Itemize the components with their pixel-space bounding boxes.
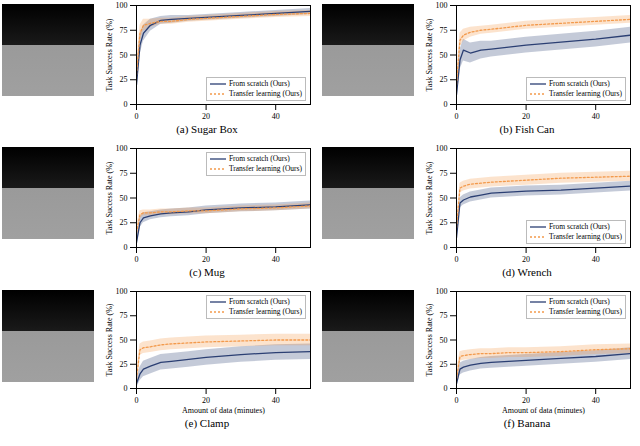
svg-text:25: 25 bbox=[120, 360, 128, 369]
svg-text:40: 40 bbox=[592, 112, 600, 121]
svg-text:Task Success Rate (%): Task Success Rate (%) bbox=[105, 161, 114, 234]
svg-text:40: 40 bbox=[592, 396, 600, 405]
html-text:(d) Wrench: (d) Wrench bbox=[502, 266, 552, 278]
svg-text:0: 0 bbox=[124, 384, 128, 393]
svg-text:Task Success Rate (%): Task Success Rate (%) bbox=[425, 161, 434, 234]
svg-text:50: 50 bbox=[120, 194, 128, 203]
svg-text:0: 0 bbox=[135, 112, 139, 121]
svg-text:25: 25 bbox=[440, 75, 448, 84]
svg-text:20: 20 bbox=[522, 112, 530, 121]
svg-text:50: 50 bbox=[120, 336, 128, 345]
html-text:(b) Fish Can: (b) Fish Can bbox=[499, 123, 555, 135]
html-text:(c) Mug: (c) Mug bbox=[189, 266, 225, 278]
svg-text:Task Success Rate (%): Task Success Rate (%) bbox=[105, 303, 114, 376]
svg-text:50: 50 bbox=[120, 51, 128, 60]
svg-text:Amount of data (minutes): Amount of data (minutes) bbox=[182, 406, 265, 415]
svg-text:75: 75 bbox=[120, 169, 128, 178]
svg-text:0: 0 bbox=[455, 255, 459, 264]
html-text:From scratch (Ours): From scratch (Ours) bbox=[229, 79, 290, 88]
html-text:(a) Sugar Box: (a) Sugar Box bbox=[176, 123, 238, 135]
svg-text:Task Success Rate (%): Task Success Rate (%) bbox=[425, 18, 434, 91]
svg-text:40: 40 bbox=[272, 112, 280, 121]
svg-text:0: 0 bbox=[455, 396, 459, 405]
svg-text:100: 100 bbox=[436, 287, 448, 296]
html-text:Transfer learning (Ours): Transfer learning (Ours) bbox=[549, 307, 622, 316]
svg-text:75: 75 bbox=[440, 26, 448, 35]
svg-text:75: 75 bbox=[120, 26, 128, 35]
svg-text:Amount of data (minutes): Amount of data (minutes) bbox=[502, 406, 585, 415]
svg-text:20: 20 bbox=[522, 396, 530, 405]
html-text:From scratch (Ours): From scratch (Ours) bbox=[549, 297, 610, 306]
svg-text:25: 25 bbox=[120, 218, 128, 227]
svg-text:100: 100 bbox=[116, 1, 128, 10]
svg-text:75: 75 bbox=[120, 311, 128, 320]
svg-text:20: 20 bbox=[522, 255, 530, 264]
html-text:Transfer learning (Ours): Transfer learning (Ours) bbox=[229, 307, 302, 316]
svg-text:100: 100 bbox=[116, 287, 128, 296]
svg-text:0: 0 bbox=[124, 243, 128, 252]
html-text:From scratch (Ours): From scratch (Ours) bbox=[549, 79, 610, 88]
svg-text:0: 0 bbox=[135, 255, 139, 264]
html-text:From scratch (Ours): From scratch (Ours) bbox=[229, 297, 290, 306]
html-text:(f) Banana: (f) Banana bbox=[503, 417, 551, 429]
html-text:Transfer learning (Ours): Transfer learning (Ours) bbox=[549, 89, 622, 98]
svg-text:50: 50 bbox=[440, 194, 448, 203]
svg-text:0: 0 bbox=[444, 384, 448, 393]
svg-text:20: 20 bbox=[202, 112, 210, 121]
svg-text:100: 100 bbox=[436, 1, 448, 10]
html-text:Transfer learning (Ours): Transfer learning (Ours) bbox=[549, 232, 622, 241]
svg-text:75: 75 bbox=[440, 311, 448, 320]
svg-text:75: 75 bbox=[440, 169, 448, 178]
svg-text:40: 40 bbox=[592, 255, 600, 264]
html-text:(e) Clamp: (e) Clamp bbox=[184, 417, 230, 429]
svg-text:25: 25 bbox=[120, 75, 128, 84]
svg-text:Task Success Rate (%): Task Success Rate (%) bbox=[425, 303, 434, 376]
svg-text:0: 0 bbox=[124, 100, 128, 109]
svg-text:40: 40 bbox=[272, 396, 280, 405]
svg-text:40: 40 bbox=[272, 255, 280, 264]
svg-text:20: 20 bbox=[202, 396, 210, 405]
svg-text:25: 25 bbox=[440, 360, 448, 369]
svg-text:0: 0 bbox=[444, 243, 448, 252]
html-text:Transfer learning (Ours): Transfer learning (Ours) bbox=[229, 164, 302, 173]
svg-text:100: 100 bbox=[436, 144, 448, 153]
svg-text:50: 50 bbox=[440, 336, 448, 345]
svg-text:50: 50 bbox=[440, 51, 448, 60]
svg-text:Task Success Rate (%): Task Success Rate (%) bbox=[105, 18, 114, 91]
svg-text:0: 0 bbox=[444, 100, 448, 109]
html-text:From scratch (Ours): From scratch (Ours) bbox=[549, 222, 610, 231]
svg-text:100: 100 bbox=[116, 144, 128, 153]
html-text:From scratch (Ours): From scratch (Ours) bbox=[229, 154, 290, 163]
svg-text:0: 0 bbox=[135, 396, 139, 405]
svg-text:0: 0 bbox=[455, 112, 459, 121]
svg-text:25: 25 bbox=[440, 218, 448, 227]
svg-text:20: 20 bbox=[202, 255, 210, 264]
html-text:Transfer learning (Ours): Transfer learning (Ours) bbox=[229, 89, 302, 98]
